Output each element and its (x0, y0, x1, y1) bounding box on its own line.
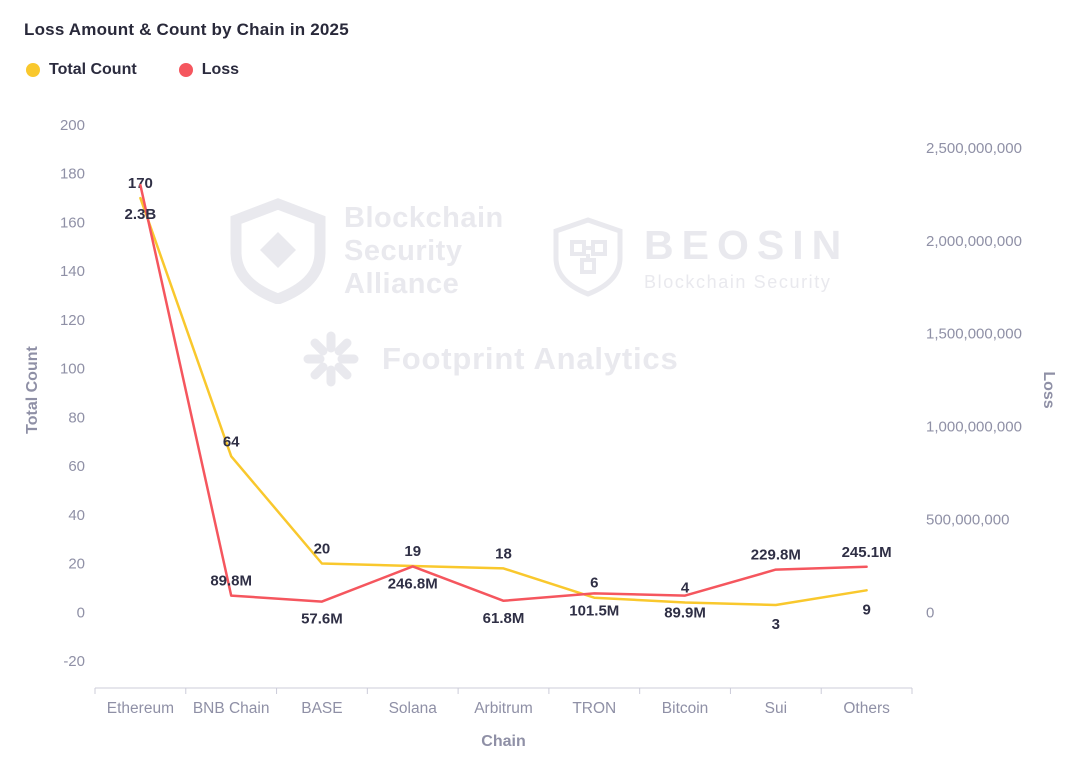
left-axis-tick-label: 140 (60, 263, 85, 280)
data-label-loss: 61.8M (483, 610, 525, 627)
right-axis-tick-label: 2,500,000,000 (926, 140, 1022, 157)
alliance-shield-icon (230, 198, 326, 304)
legend-label-total-count: Total Count (49, 61, 137, 78)
footprint-logo-icon (303, 331, 359, 387)
data-label-loss: 246.8M (388, 575, 438, 592)
data-label-total-count: 19 (404, 543, 421, 560)
left-axis-tick-label: 20 (68, 556, 85, 573)
left-axis-title: Total Count (24, 345, 41, 433)
data-label-loss: 57.6M (301, 611, 343, 628)
left-axis-tick-label: 0 (77, 604, 85, 621)
series-line-loss[interactable] (139, 183, 868, 603)
data-label-total-count: 9 (862, 601, 870, 618)
left-axis-tick-label: 180 (60, 166, 85, 183)
watermark-beosin: BEOSIN Blockchain Security (550, 216, 849, 298)
right-axis-tick-label: 500,000,000 (926, 511, 1009, 528)
left-axis-tick-label: 120 (60, 312, 85, 329)
series-line-total-count[interactable] (139, 196, 868, 607)
data-label-loss: 89.8M (210, 573, 252, 590)
watermark-blockchain-security-alliance: Blockchain Security Alliance (228, 198, 504, 304)
x-axis-category-label: Solana (389, 700, 438, 717)
legend-item-total-count[interactable]: Total Count (26, 61, 137, 79)
alliance-watermark-text: Blockchain Security Alliance (344, 201, 504, 300)
data-label-total-count: 3 (772, 616, 780, 633)
chart-title: Loss Amount & Count by Chain in 2025 (24, 20, 349, 39)
left-axis-tick-label: 100 (60, 361, 85, 378)
legend-label-loss: Loss (201, 61, 240, 78)
legend-item-loss[interactable]: Loss (178, 61, 240, 79)
data-label-loss: 89.9M (664, 605, 706, 622)
right-axis-tick-label: 1,000,000,000 (926, 419, 1022, 436)
data-label-total-count: 6 (590, 575, 598, 592)
x-axis-category-label: BNB Chain (193, 700, 270, 717)
data-label-loss: 245.1M (842, 544, 892, 561)
left-axis-tick-label: 80 (68, 409, 85, 426)
x-axis-category-label: TRON (572, 700, 616, 717)
x-axis-category-label: BASE (301, 700, 342, 717)
left-axis-tick-label: -20 (63, 653, 85, 670)
left-axis-tick-label: 200 (60, 117, 85, 134)
data-label-total-count: 20 (314, 541, 331, 558)
data-label-total-count: 64 (223, 433, 240, 450)
x-axis-category-label: Bitcoin (662, 700, 709, 717)
x-axis-category-label: Others (843, 700, 890, 717)
x-axis-category-label: Arbitrum (474, 700, 533, 717)
data-label-loss: 101.5M (569, 602, 619, 619)
left-axis-tick-label: 60 (68, 458, 85, 475)
left-axis-tick-label: 160 (60, 214, 85, 231)
legend-dot-loss (178, 63, 193, 77)
watermark-footprint-analytics: Footprint Analytics (302, 330, 679, 388)
beosin-watermark-text: BEOSIN Blockchain Security (644, 221, 850, 292)
beosin-shield-icon (553, 217, 623, 297)
legend-dot-total-count (26, 63, 40, 77)
x-axis-title: Chain (481, 733, 525, 750)
right-axis-tick-label: 1,500,000,000 (926, 326, 1022, 343)
x-axis-category-label: Sui (765, 700, 787, 717)
data-label-total-count: 170 (128, 175, 153, 192)
data-label-loss: 229.8M (751, 547, 801, 564)
left-axis-tick-label: 40 (68, 507, 85, 524)
right-axis-tick-label: 2,000,000,000 (926, 233, 1022, 250)
footprint-watermark-text: Footprint Analytics (382, 341, 679, 376)
right-axis-tick-label: 0 (926, 604, 934, 621)
data-label-loss: 2.3B (125, 206, 157, 223)
data-label-total-count: 4 (681, 580, 690, 597)
x-axis-category-label: Ethereum (107, 700, 174, 717)
right-axis-title: Loss (1040, 371, 1057, 408)
data-label-total-count: 18 (495, 545, 512, 562)
chart-legend: Total Count Loss (26, 61, 239, 79)
